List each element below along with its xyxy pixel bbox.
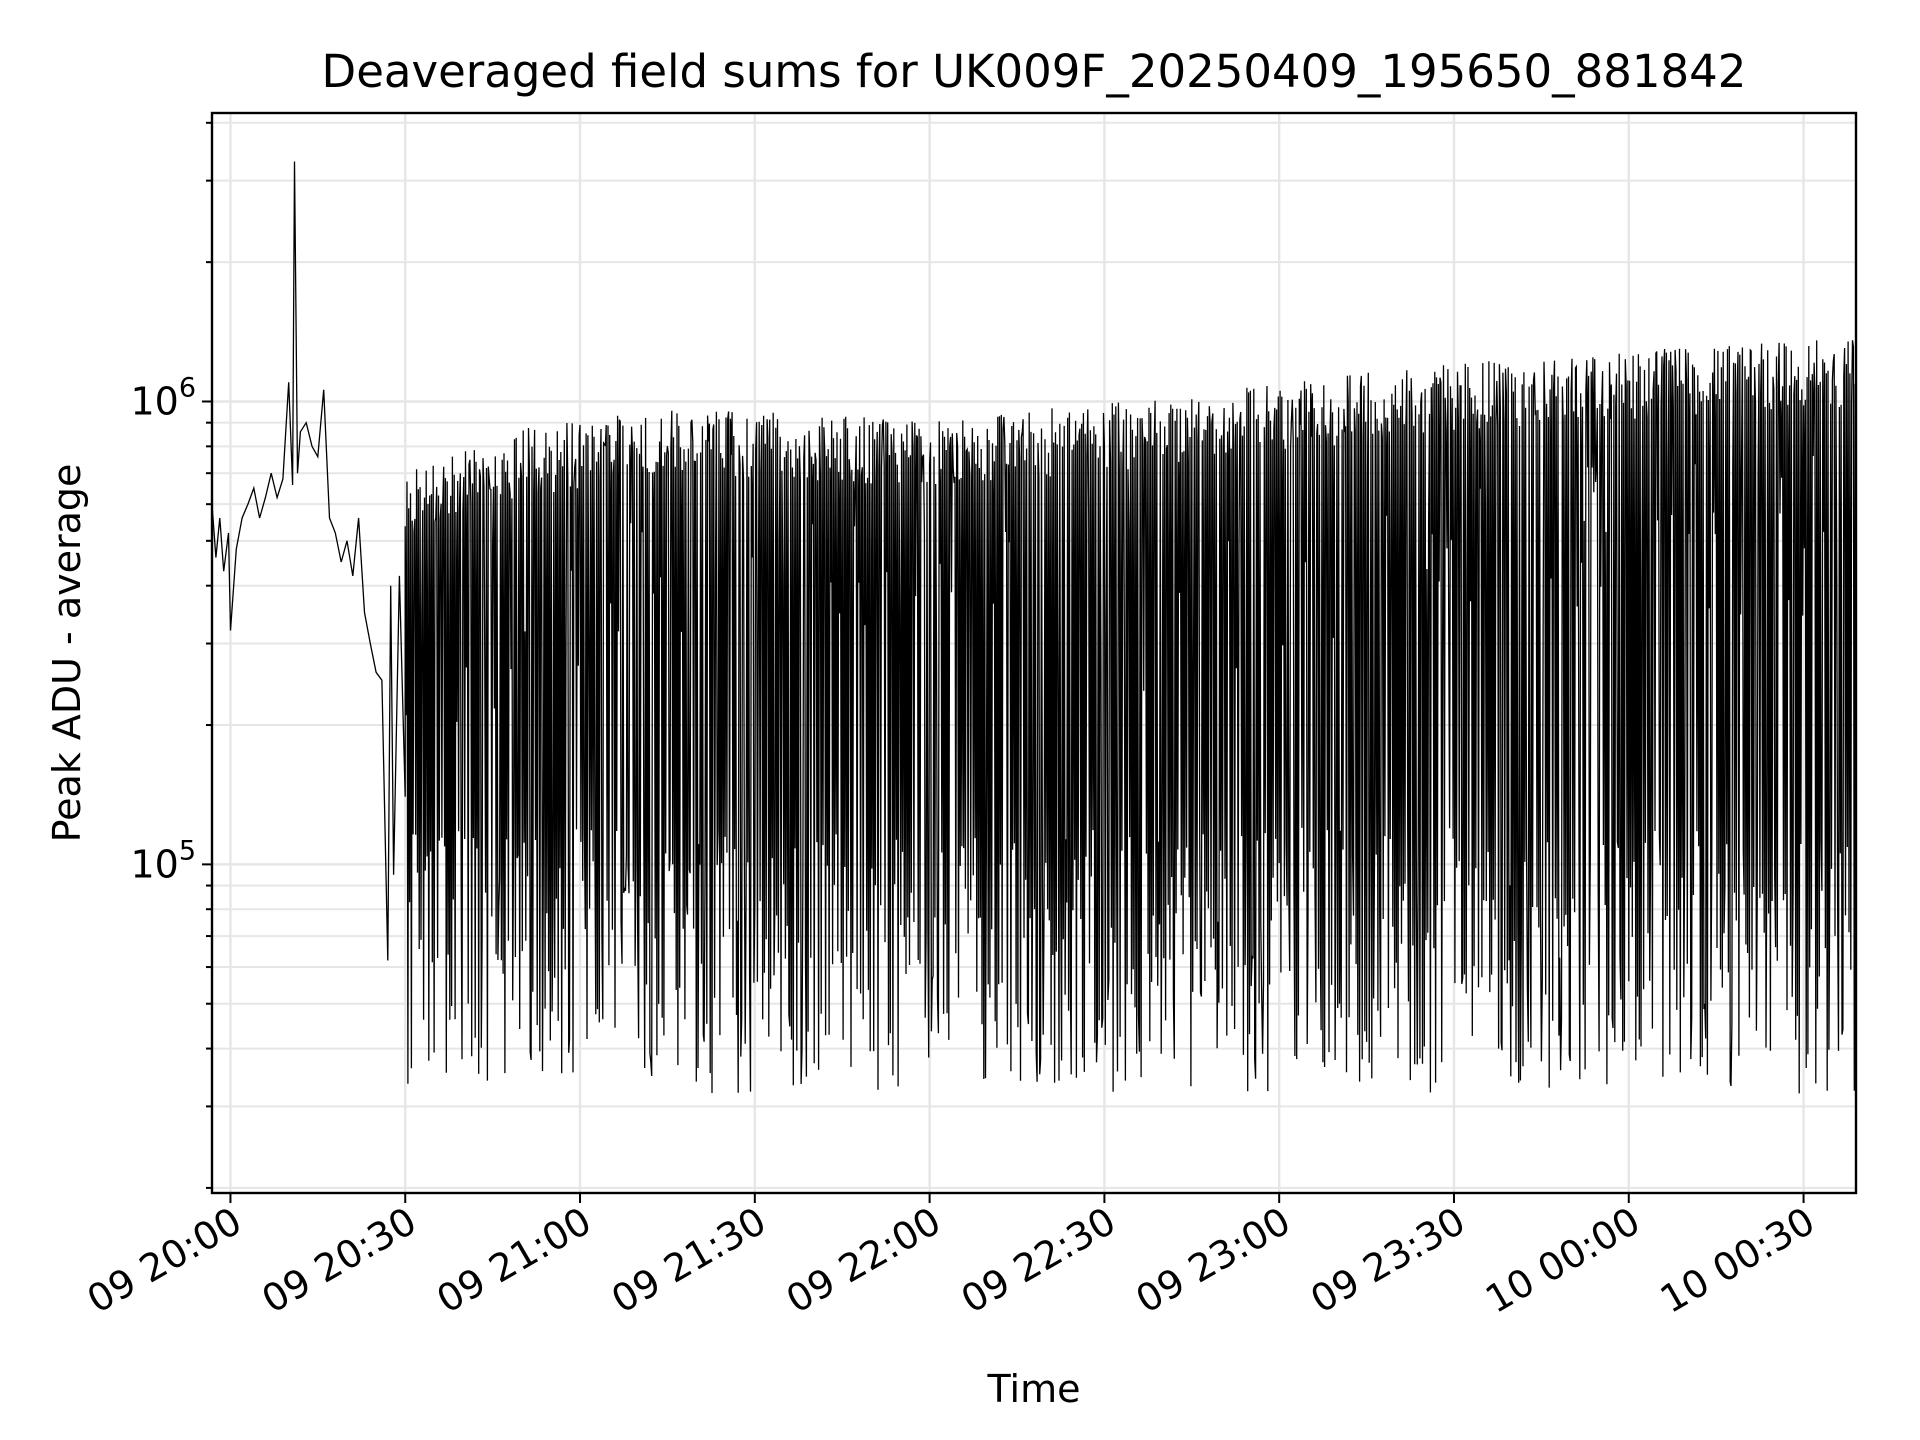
x-tick-label: 09 20:30 [255, 1199, 424, 1322]
x-tick-label: 09 23:00 [1129, 1199, 1298, 1322]
x-tick-label: 09 21:30 [604, 1199, 773, 1322]
x-tick-label: 09 22:00 [779, 1199, 948, 1322]
x-tick-label: 09 21:00 [429, 1199, 598, 1322]
x-tick-label: 10 00:00 [1478, 1199, 1647, 1322]
plot-frame [210, 111, 1858, 1195]
chart-title: Deaveraged field sums for UK009F_2025040… [322, 45, 1747, 98]
y-tick-label: 106 [130, 372, 196, 423]
y-axis: 105 106 [130, 121, 212, 1189]
y-axis-label: Peak ADU - average [45, 464, 89, 843]
x-tick-label: 09 23:30 [1303, 1199, 1472, 1322]
x-axis: 09 20:00 09 20:30 09 21:00 09 21:30 09 22:00… [80, 1193, 1822, 1322]
x-tick-label: 10 00:30 [1653, 1199, 1822, 1322]
y-tick-label: 105 [130, 835, 196, 886]
series-line [211, 161, 1857, 1094]
x-tick-label: 09 22:30 [954, 1199, 1123, 1322]
x-axis-label: Time [987, 1367, 1081, 1411]
x-tick-label: 09 20:00 [80, 1199, 249, 1322]
